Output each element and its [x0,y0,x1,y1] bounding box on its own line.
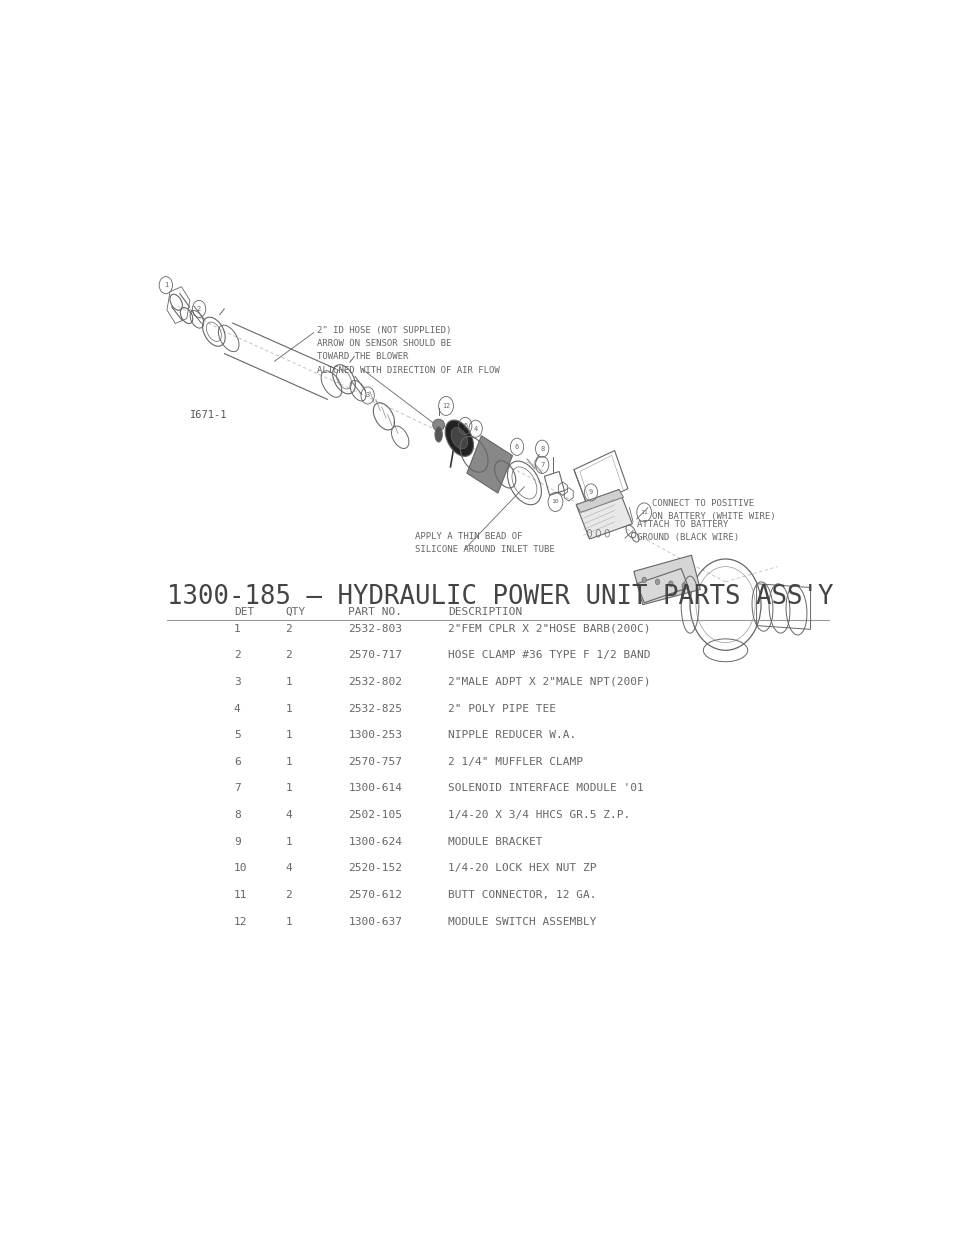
Text: 1300-253: 1300-253 [348,730,402,740]
Text: 2: 2 [285,624,292,634]
Text: 5: 5 [233,730,240,740]
Text: ON BATTERY (WHITE WIRE): ON BATTERY (WHITE WIRE) [651,513,775,521]
Text: 1300-614: 1300-614 [348,783,402,793]
Text: 1: 1 [285,916,292,926]
Polygon shape [576,489,632,538]
Ellipse shape [435,427,442,442]
Text: TOWARD THE BLOWER: TOWARD THE BLOWER [317,352,408,361]
Text: 7: 7 [233,783,240,793]
Text: 1/4-20 X 3/4 HHCS GR.5 Z.P.: 1/4-20 X 3/4 HHCS GR.5 Z.P. [448,810,630,820]
Text: 2" ID HOSE (NOT SUPPLIED): 2" ID HOSE (NOT SUPPLIED) [317,326,452,335]
Text: 3: 3 [365,393,370,399]
Text: I671-1: I671-1 [190,410,227,420]
Text: 1300-185 – HYDRAULIC POWER UNIT PARTS ASS'Y: 1300-185 – HYDRAULIC POWER UNIT PARTS AS… [167,584,833,610]
Ellipse shape [668,580,672,587]
Text: 1: 1 [233,624,240,634]
Text: HOSE CLAMP #36 TYPE F 1/2 BAND: HOSE CLAMP #36 TYPE F 1/2 BAND [448,651,650,661]
Text: MODULE BRACKET: MODULE BRACKET [448,836,542,847]
Text: 1300-624: 1300-624 [348,836,402,847]
Polygon shape [576,489,623,513]
Text: 1: 1 [285,677,292,687]
Text: 2"FEM CPLR X 2"HOSE BARB(200C): 2"FEM CPLR X 2"HOSE BARB(200C) [448,624,650,634]
Polygon shape [633,556,700,605]
Text: 2570-757: 2570-757 [348,757,402,767]
Text: 1: 1 [285,757,292,767]
Text: 1: 1 [164,282,168,288]
Text: ARROW ON SENSOR SHOULD BE: ARROW ON SENSOR SHOULD BE [317,338,452,348]
Text: 2532-825: 2532-825 [348,704,402,714]
Text: SILICONE AROUND INLET TUBE: SILICONE AROUND INLET TUBE [415,546,554,555]
Text: APPLY A THIN BEAD OF: APPLY A THIN BEAD OF [415,532,522,541]
Text: 2532-803: 2532-803 [348,624,402,634]
Ellipse shape [681,583,685,589]
Polygon shape [637,568,688,603]
Text: 12: 12 [233,916,247,926]
Ellipse shape [445,420,473,457]
Text: 2"MALE ADPT X 2"MALE NPT(200F): 2"MALE ADPT X 2"MALE NPT(200F) [448,677,650,687]
Text: 6: 6 [233,757,240,767]
Text: 4: 4 [285,863,292,873]
Ellipse shape [641,577,646,583]
Text: BUTT CONNECTOR, 12 GA.: BUTT CONNECTOR, 12 GA. [448,890,597,900]
Text: PART NO.: PART NO. [348,606,402,616]
Text: 1/4-20 LOCK HEX NUT ZP: 1/4-20 LOCK HEX NUT ZP [448,863,597,873]
Text: 2520-152: 2520-152 [348,863,402,873]
Text: 8: 8 [539,446,544,452]
Ellipse shape [655,579,659,584]
Text: DET: DET [233,606,253,616]
Text: 10: 10 [551,499,558,504]
Text: 4: 4 [233,704,240,714]
Text: 8: 8 [233,810,240,820]
Text: 5: 5 [462,422,467,429]
Text: 2 1/4" MUFFLER CLAMP: 2 1/4" MUFFLER CLAMP [448,757,582,767]
Text: 11: 11 [639,510,647,515]
Text: NIPPLE REDUCER W.A.: NIPPLE REDUCER W.A. [448,730,576,740]
Text: 1: 1 [285,730,292,740]
Text: SOLENOID INTERFACE MODULE '01: SOLENOID INTERFACE MODULE '01 [448,783,643,793]
Text: ALIGNED WITH DIRECTION OF AIR FLOW: ALIGNED WITH DIRECTION OF AIR FLOW [317,366,499,374]
Text: 2: 2 [285,651,292,661]
Text: 10: 10 [233,863,247,873]
Text: 1: 1 [285,836,292,847]
Text: 2502-105: 2502-105 [348,810,402,820]
Text: 11: 11 [233,890,247,900]
Text: 2532-802: 2532-802 [348,677,402,687]
Text: QTY: QTY [285,606,306,616]
Text: 9: 9 [588,489,593,495]
Text: DESCRIPTION: DESCRIPTION [448,606,522,616]
Text: 12: 12 [441,403,450,409]
Text: 4: 4 [473,426,477,432]
Text: 1: 1 [285,783,292,793]
Polygon shape [466,436,512,493]
Text: 1300-637: 1300-637 [348,916,402,926]
Text: 2570-717: 2570-717 [348,651,402,661]
Text: 9: 9 [233,836,240,847]
Text: 2: 2 [285,890,292,900]
Text: GROUND (BLACK WIRE): GROUND (BLACK WIRE) [637,532,739,542]
Text: 7: 7 [539,462,544,468]
Text: ATTACH TO BATTERY: ATTACH TO BATTERY [637,520,727,529]
Text: 2" POLY PIPE TEE: 2" POLY PIPE TEE [448,704,556,714]
Text: 3: 3 [233,677,240,687]
Text: 1: 1 [285,704,292,714]
Ellipse shape [451,427,467,448]
Text: 2: 2 [233,651,240,661]
Text: 4: 4 [285,810,292,820]
Text: 6: 6 [515,443,518,450]
Text: MODULE SWITCH ASSEMBLY: MODULE SWITCH ASSEMBLY [448,916,597,926]
Ellipse shape [433,419,444,431]
Text: 2: 2 [196,306,201,312]
Text: CONNECT TO POSITIVE: CONNECT TO POSITIVE [651,499,753,508]
Text: 2570-612: 2570-612 [348,890,402,900]
